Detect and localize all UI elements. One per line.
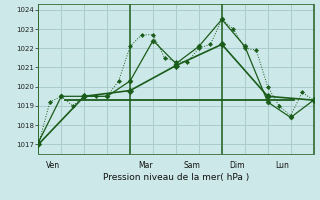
Text: Dim: Dim [229,161,245,170]
Text: Mar: Mar [138,161,152,170]
Text: Ven: Ven [46,161,60,170]
Text: Lun: Lun [276,161,289,170]
X-axis label: Pression niveau de la mer( hPa ): Pression niveau de la mer( hPa ) [103,173,249,182]
Text: Sam: Sam [184,161,201,170]
